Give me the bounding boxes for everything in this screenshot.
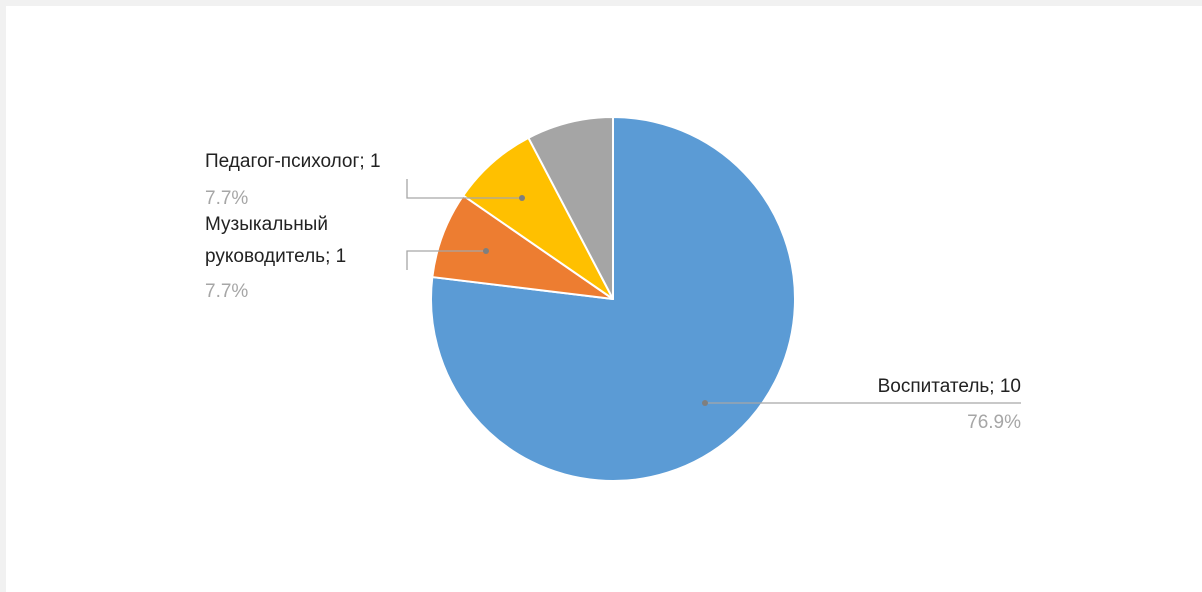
label-vospitatel-percent: 76.9% <box>967 412 1021 433</box>
leader-dot-vospitatel <box>702 400 708 406</box>
leader-line-muz <box>406 250 486 270</box>
data-labels: Педагог-психолог; 1 7.7% Музыкальный рук… <box>205 151 1021 433</box>
slice-other <box>527 116 614 300</box>
leader-dot-pedagog <box>519 195 525 201</box>
label-muz-percent: 7.7% <box>205 281 248 302</box>
leader-line-pedagog <box>406 179 522 199</box>
label-pedagog-name: Педагог-психолог; 1 <box>205 151 381 172</box>
leader-lines <box>406 179 1021 406</box>
leader-dot-muz <box>483 248 489 254</box>
slice-vospitatel <box>430 116 796 482</box>
label-muz-name-line2: руководитель; 1 <box>205 246 346 267</box>
label-pedagog-percent: 7.7% <box>205 188 248 209</box>
label-vospitatel-name: Воспитатель; 10 <box>878 376 1021 397</box>
pie-slices <box>430 116 796 482</box>
label-muz-name-line1: Музыкальный <box>205 214 328 235</box>
